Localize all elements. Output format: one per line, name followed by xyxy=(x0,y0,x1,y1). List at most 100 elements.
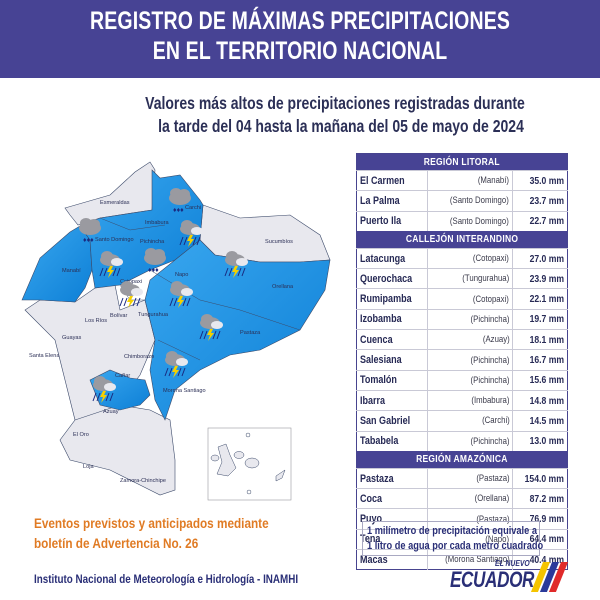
table-row: Ibarra (Imbabura) 14.8 mm xyxy=(356,389,568,411)
label-manabi: Manabí xyxy=(62,268,81,274)
table-row: Latacunga (Cotopaxi) 27.0 mm xyxy=(356,247,568,269)
label-esmeraldas: Esmeraldas xyxy=(100,200,130,206)
subtitle-line-1: Valores más altos de precipitaciones reg… xyxy=(145,93,525,113)
station-name: Tababela xyxy=(360,435,399,448)
station-name: Latacunga xyxy=(360,252,406,265)
station-value: 15.6 mm xyxy=(529,374,565,387)
station-name: Coca xyxy=(360,492,383,505)
station-name: Salesiana xyxy=(360,354,402,367)
table-row: Salesiana (Pichincha) 16.7 mm xyxy=(356,349,568,371)
station-value: 154.0 mm xyxy=(524,472,565,485)
institute-name: Instituto Nacional de Meteorología e Hid… xyxy=(34,572,299,586)
table-row: San Gabriel (Carchi) 14.5 mm xyxy=(356,410,568,432)
station-value: 14.8 mm xyxy=(529,394,565,407)
table-row: El Carmen (Manabí) 35.0 mm xyxy=(356,169,568,191)
label-pichincha: Pichincha xyxy=(140,239,165,245)
label-carchi: Carchi xyxy=(185,205,201,211)
table-row: Pastaza (Pastaza) 154.0 mm xyxy=(356,467,568,489)
table-row: Izobamba (Pichincha) 19.7 mm xyxy=(356,308,568,330)
station-name: Ibarra xyxy=(360,394,386,407)
station-value: 35.0 mm xyxy=(529,174,565,187)
label-zamora-chinchipe: Zamora-Chinchipe xyxy=(120,478,166,484)
el-nuevo-ecuador-logo: EL NUEVO ECUADOR xyxy=(445,558,569,598)
station-province: (Pastaza) xyxy=(475,473,510,484)
station-province: (Santo Domingo) xyxy=(450,195,510,207)
table-row: Tababela (Pichincha) 13.0 mm xyxy=(356,430,568,452)
table-row: Coca (Orellana) 87.2 mm xyxy=(356,488,568,509)
table-row: Puyo (Pastaza) 76.9 mm xyxy=(356,508,568,530)
label-los-rios: Los Ríos xyxy=(85,318,107,324)
label-canar: Cañar xyxy=(115,373,130,379)
label-orellana: Orellana xyxy=(272,284,294,290)
events-line-1: Eventos previstos y anticipados mediante xyxy=(34,515,269,531)
station-province: (Manabí) xyxy=(478,175,510,187)
station-province: (Morona Santiago) xyxy=(444,554,510,566)
station-province: (Imbabura) xyxy=(471,395,510,407)
station-value: 87.2 mm xyxy=(529,492,565,505)
station-province: (Cotopaxi) xyxy=(473,253,510,265)
section-title: CALLEJÓN INTERANDINO xyxy=(356,231,568,249)
section-title: REGIÓN AMAZÓNICA xyxy=(356,451,568,469)
station-value: 22.1 mm xyxy=(529,293,565,306)
title-banner: REGISTRO DE MÁXIMAS PRECIPITACIONES EN E… xyxy=(0,0,600,78)
station-value: 27.0 mm xyxy=(529,252,565,265)
station-name: El Carmen xyxy=(360,174,405,187)
label-santa-elena: Santa Elena xyxy=(29,353,60,359)
province-sucumbios xyxy=(199,204,331,263)
station-name: San Gabriel xyxy=(360,414,411,427)
logo-small-text: EL NUEVO xyxy=(495,559,530,568)
station-province: (Carchi) xyxy=(481,415,510,427)
label-loja: Loja xyxy=(83,464,94,470)
station-name: La Palma xyxy=(360,194,400,207)
note-line-1: 1 milímetro de precipitación equivale a xyxy=(367,525,537,537)
station-province: (Napo) xyxy=(485,533,510,545)
label-guayas: Guayas xyxy=(62,335,81,341)
station-value: 22.7 mm xyxy=(529,215,565,228)
station-value: 23.9 mm xyxy=(529,272,565,285)
station-province: (Orellana) xyxy=(474,493,510,505)
title-line-1: REGISTRO DE MÁXIMAS PRECIPITACIONES xyxy=(89,7,511,35)
table-row: Tomalón (Pichincha) 15.6 mm xyxy=(356,369,568,391)
station-value: 14.5 mm xyxy=(529,414,565,427)
label-santo-domingo: Santo Domingo xyxy=(95,237,134,243)
station-province: (Pichincha) xyxy=(470,374,510,386)
subtitle: Valores más altos de precipitaciones reg… xyxy=(0,92,600,138)
station-value: 18.1 mm xyxy=(529,333,565,346)
station-province: (Pichincha) xyxy=(470,354,510,366)
section-header: REGIÓN AMAZÓNICA xyxy=(356,451,568,469)
table-row: Tena (Napo) 64.4 mm xyxy=(356,528,568,550)
station-name: Querochaca xyxy=(360,272,413,285)
label-azuay: Azuay xyxy=(103,409,119,415)
station-name: Izobamba xyxy=(360,313,402,326)
province-south xyxy=(59,404,176,496)
station-name: Cuenca xyxy=(360,333,393,346)
subtitle-line-2: la tarde del 04 hasta la mañana del 05 d… xyxy=(158,116,524,136)
label-morona-santiago: Morona Santiago xyxy=(163,388,206,394)
table-row: Querochaca (Tungurahua) 23.9 mm xyxy=(356,268,568,289)
station-value: 64.4 mm xyxy=(529,533,565,546)
table-row: Rumipamba (Cotopaxi) 22.1 mm xyxy=(356,288,568,310)
conversion-note: 1 milímetro de precipitación equivale a … xyxy=(362,521,543,556)
ecuador-map: ♦♦♦ Esmeraldas Carchi Imbabura Sucumbíos… xyxy=(21,161,331,501)
station-name: Macas xyxy=(360,553,388,566)
label-cotopaxi: Cotopaxi xyxy=(120,279,142,285)
events-notice: Eventos previstos y anticipados mediante… xyxy=(34,513,313,553)
station-name: Tomalón xyxy=(360,374,397,387)
label-pastaza: Pastaza xyxy=(240,330,261,336)
station-value: 13.0 mm xyxy=(529,435,565,448)
label-tungurahua: Tungurahua xyxy=(138,312,169,318)
events-line-2: boletín de Advertencia No. 26 xyxy=(34,535,199,551)
station-value: 19.7 mm xyxy=(529,313,565,326)
table-row: Cuenca (Azuay) 18.1 mm xyxy=(356,329,568,350)
station-province: (Cotopaxi) xyxy=(473,293,510,305)
label-el-oro: El Oro xyxy=(73,432,89,438)
logo-big-text: ECUADOR xyxy=(450,567,535,592)
station-value: 16.7 mm xyxy=(529,354,565,367)
station-name: Puyo xyxy=(360,513,383,526)
station-value: 76.9 mm xyxy=(529,513,565,526)
section-header: CALLEJÓN INTERANDINO xyxy=(356,231,568,249)
station-province: (Pastaza) xyxy=(475,513,510,525)
table-row: La Palma (Santo Domingo) 23.7 mm xyxy=(356,190,568,212)
section-header: REGIÓN LITORAL xyxy=(356,153,568,171)
station-province: (Tungurahua) xyxy=(462,273,510,285)
